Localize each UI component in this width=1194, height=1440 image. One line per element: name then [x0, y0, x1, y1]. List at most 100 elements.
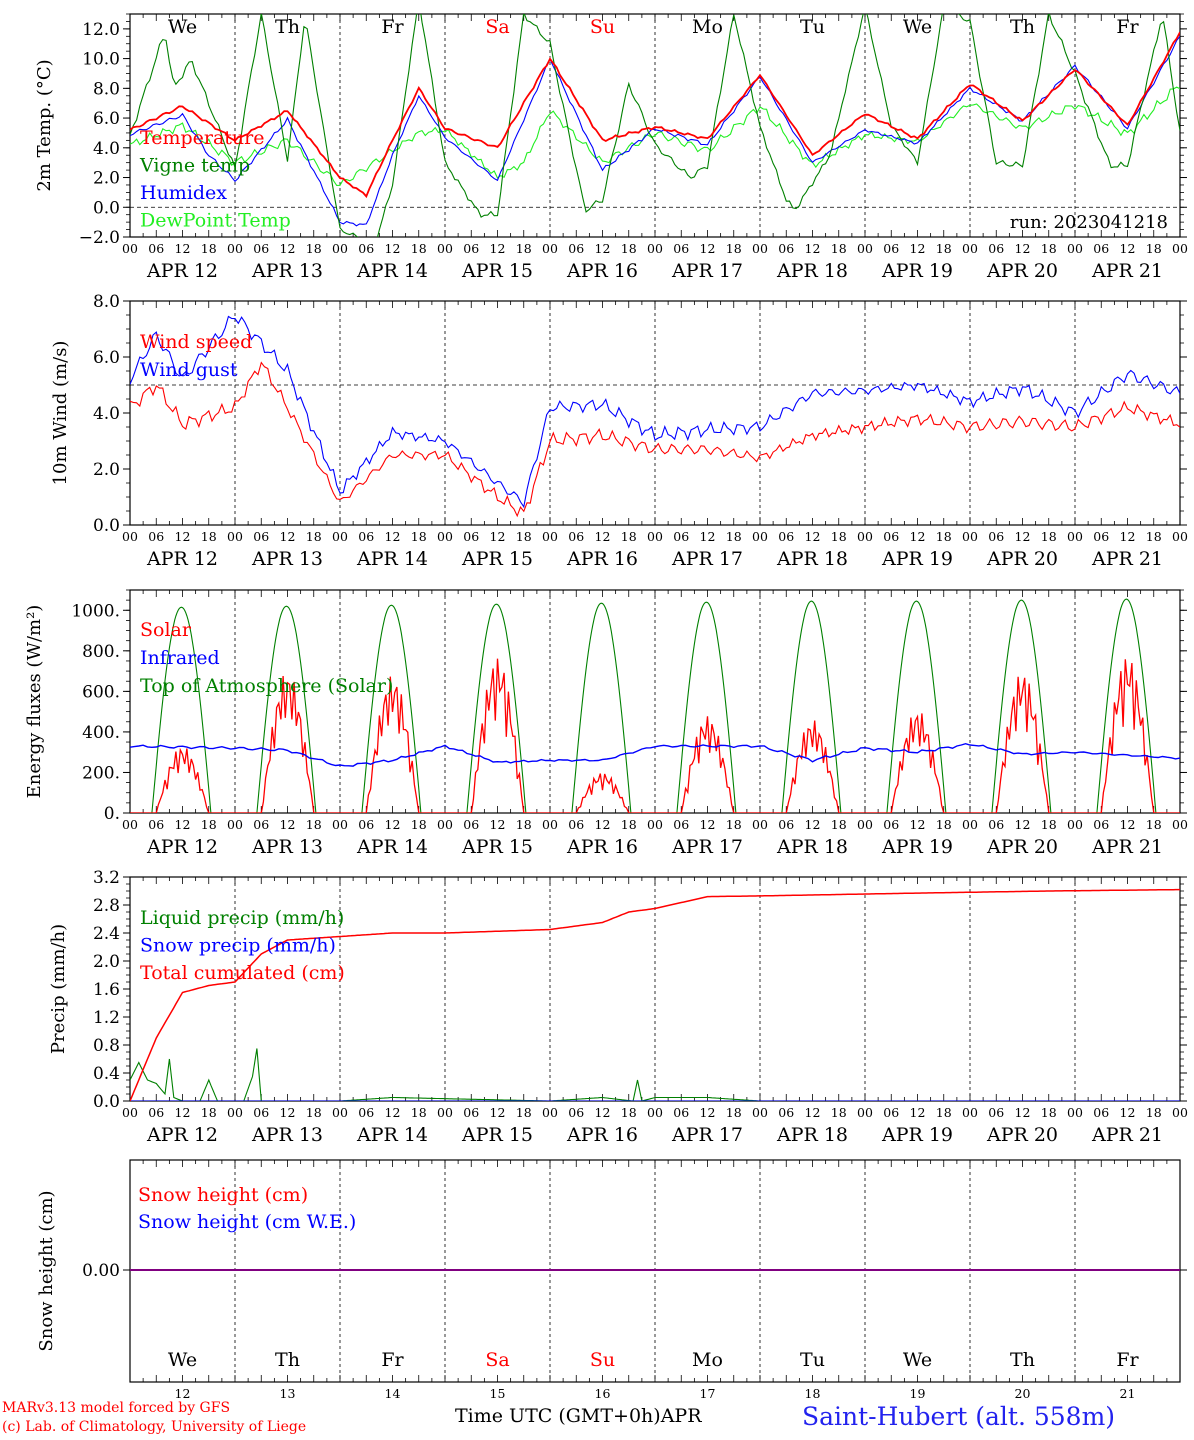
hour-tick-label: 12 [280, 817, 296, 832]
hour-tick-label: 18 [831, 241, 847, 256]
day-number-label: 12 [175, 1386, 191, 1401]
weekday-label-top: Th [1010, 16, 1035, 38]
weekday-label-bottom: Th [1010, 1349, 1035, 1371]
hour-tick-label: 18 [201, 241, 217, 256]
day-number-label: 15 [490, 1386, 506, 1401]
hour-tick-label: 12 [700, 529, 716, 544]
hour-tick-label: 12 [175, 817, 191, 832]
date-label: APR 14 [356, 836, 428, 858]
hour-tick-label: 06 [988, 529, 1004, 544]
hour-tick-label: 00 [752, 817, 768, 832]
hour-tick-label: 00 [752, 529, 768, 544]
hour-tick-label: 06 [778, 529, 794, 544]
weekday-label-bottom: Su [590, 1349, 615, 1371]
hour-tick-label: 18 [936, 1105, 952, 1120]
credit-line-2: (c) Lab. of Climatology, University of L… [2, 1419, 307, 1435]
hour-tick-label: 06 [568, 1105, 584, 1120]
panel-snow: 0.00 Snow height (cm) Snow height (cm) Snow… [36, 1159, 1187, 1383]
series-line-total-cumulated [130, 888, 1180, 1101]
hour-tick-label: 00 [1067, 529, 1083, 544]
date-label: APR 15 [461, 548, 533, 570]
date-label: APR 17 [671, 260, 743, 282]
hour-tick-label: 12 [385, 241, 401, 256]
hour-tick-label: 00 [122, 529, 138, 544]
hour-tick-label: 00 [1067, 241, 1083, 256]
hour-tick-label: 00 [437, 1105, 453, 1120]
date-label: APR 16 [566, 836, 638, 858]
hour-tick-label: 00 [647, 241, 663, 256]
hour-tick-label: 12 [385, 1105, 401, 1120]
hour-tick-label: 00 [1172, 817, 1188, 832]
y-tick-label: 2.8 [93, 896, 120, 916]
legend-top-of-atmosphere-solar-: Top of Atmosphere (Solar) [140, 675, 393, 697]
hour-tick-label: 18 [936, 529, 952, 544]
weekday-label-top: Tu [800, 16, 825, 38]
hour-tick-label: 00 [1172, 241, 1188, 256]
hour-tick-label: 00 [332, 529, 348, 544]
hour-tick-label: 12 [700, 1105, 716, 1120]
day-number-label: 18 [805, 1386, 821, 1401]
weekday-label-bottom: We [903, 1349, 932, 1371]
hour-tick-label: 18 [621, 817, 637, 832]
y-tick-label: 2.0 [93, 460, 120, 480]
hour-tick-label: 18 [1146, 1105, 1162, 1120]
hour-tick-label: 18 [726, 241, 742, 256]
hour-tick-label: 12 [490, 241, 506, 256]
series-line-dewpoint-temp [130, 86, 1180, 186]
date-label: APR 13 [251, 836, 323, 858]
hour-tick-label: 06 [568, 529, 584, 544]
hour-tick-label: 12 [1015, 1105, 1031, 1120]
hour-tick-label: 18 [516, 1105, 532, 1120]
hour-tick-label: 18 [1146, 529, 1162, 544]
hour-tick-label: 00 [437, 817, 453, 832]
y-axis-label: Precip (mm/h) [48, 924, 69, 1054]
run-label: run: 2023041218 [1010, 212, 1168, 233]
hour-tick-label: 06 [988, 817, 1004, 832]
legend-snow-height-cm-: Snow height (cm) [138, 1184, 308, 1206]
hour-tick-label: 00 [122, 241, 138, 256]
day-number-label: 19 [910, 1386, 926, 1401]
hour-tick-label: 06 [673, 817, 689, 832]
panel-precip: 0.0 0.4 0.8 1.2 1.6 2.0 2.4 2.8 3.2 Precip (mm/h)… [48, 868, 1188, 1146]
x-axis-label: Time UTC (GMT+0h)APR [455, 1405, 702, 1427]
date-label: APR 18 [776, 1124, 848, 1146]
hour-tick-label: 18 [201, 817, 217, 832]
legend-temperature: Temperature [140, 127, 264, 149]
date-label: APR 17 [671, 836, 743, 858]
panel-energy: 0. 200. 400. 600. 800. 1000. Energy fluxes (W/… [24, 589, 1188, 858]
hour-tick-label: 12 [490, 1105, 506, 1120]
y-tick-label: 12.0 [82, 20, 120, 40]
date-label: APR 16 [566, 260, 638, 282]
hour-tick-label: 06 [148, 817, 164, 832]
series-line-humidex [130, 36, 1180, 227]
y-axis-label: Energy fluxes (W/m²) [24, 605, 45, 799]
hour-tick-label: 00 [962, 817, 978, 832]
legend-vigne-temp: Vigne temp [139, 155, 250, 177]
energy-series-group [130, 598, 1180, 813]
hour-tick-label: 12 [805, 529, 821, 544]
series-line-wind-speed [130, 361, 1180, 518]
date-label: APR 14 [356, 260, 428, 282]
weekday-label-top: We [168, 16, 197, 38]
hour-tick-label: 18 [516, 241, 532, 256]
date-label: APR 18 [776, 548, 848, 570]
hour-tick-label: 06 [673, 241, 689, 256]
y-tick-label: 2.4 [93, 924, 120, 944]
date-label: APR 15 [461, 260, 533, 282]
hour-tick-label: 06 [463, 241, 479, 256]
y-tick-label: 6.0 [93, 109, 120, 129]
hour-tick-label: 00 [542, 817, 558, 832]
hour-tick-label: 12 [1120, 1105, 1136, 1120]
panel-temperature: −2.0 0.0 2.0 4.0 6.0 8.0 10.0 12.0 2m Temp. (°C)… [34, 13, 1188, 282]
hour-tick-label: 12 [805, 1105, 821, 1120]
hour-tick-label: 06 [463, 529, 479, 544]
date-label: APR 15 [461, 836, 533, 858]
y-tick-label: 3.2 [93, 868, 120, 888]
series-line-infrared [130, 742, 1180, 767]
day-number-label: 16 [595, 1386, 611, 1401]
hour-tick-label: 18 [1041, 241, 1057, 256]
hour-tick-label: 06 [988, 1105, 1004, 1120]
hour-tick-label: 18 [1041, 529, 1057, 544]
y-tick-label: 200. [82, 763, 120, 783]
hour-tick-label: 00 [227, 1105, 243, 1120]
